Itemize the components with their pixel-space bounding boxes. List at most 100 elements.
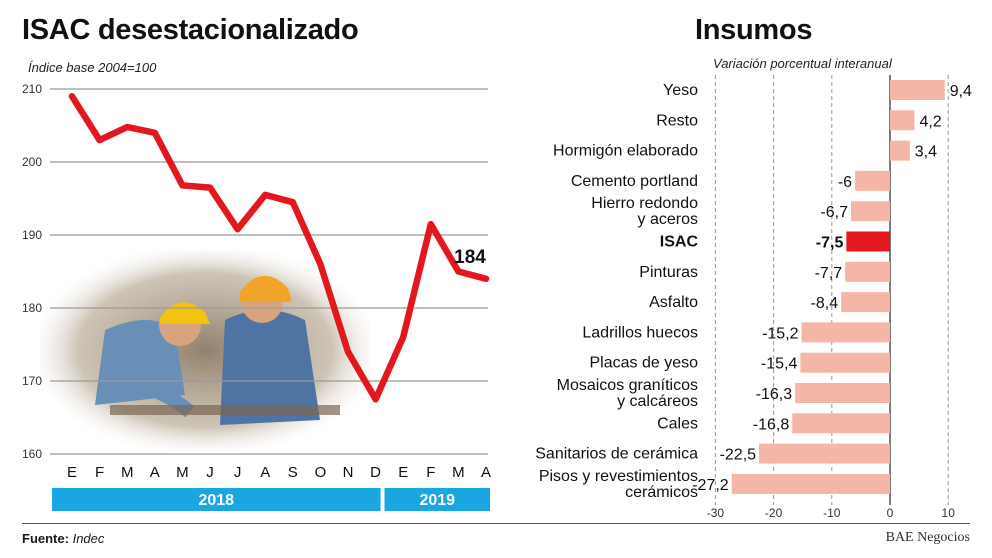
value-label: -16,8 [753,416,790,433]
category-label: ISAC [660,234,699,251]
category-label: Mosaicos graníticos y calcáreos [557,377,698,410]
category-label-line: Hormigón elaborado [553,143,698,160]
category-label: Yeso [663,82,698,99]
left-chart-title: ISAC desestacionalizado [22,14,359,46]
bar [890,80,945,100]
credit: BAE Negocios [885,530,970,545]
construction-workers-photo [40,250,370,450]
right-chart-subtitle: Variación porcentual interanual [713,56,892,71]
value-label: -7,7 [815,265,843,282]
category-label-line: Pisos y revestimientos [539,468,698,485]
y-tick-label: 210 [22,82,42,96]
x-tick-label: J [206,464,214,481]
year-band-label: 2019 [419,492,455,509]
bar [855,170,890,191]
bar [845,261,890,282]
category-label: Hormigón elaborado [553,143,698,160]
category-label-line: Placas de yeso [589,355,698,372]
value-label: -15,2 [762,325,799,342]
worker-right-icon [220,275,320,425]
value-label: -27,2 [692,477,729,494]
bar [795,383,890,403]
source-label: Fuente: [22,531,69,546]
y-tick-label: 170 [22,374,42,388]
category-label-line: y calcáreos [617,393,698,410]
bar [801,322,890,343]
x-tick-label: 10 [942,506,956,520]
category-label: Pisos y revestimientos cerámicos [539,468,698,501]
x-tick-label: F [95,464,104,481]
value-label: 4,2 [919,113,941,130]
x-tick-label: A [150,464,160,481]
category-label: Cales [657,415,698,432]
x-tick-label: -10 [823,506,841,520]
category-label: Pinturas [639,264,698,281]
left-chart-subtitle: Índice base 2004=100 [28,60,157,75]
value-label: -8,4 [811,295,839,312]
bar [841,292,890,313]
x-tick-label: -30 [707,506,725,520]
category-label: Ladrillos huecos [582,324,698,341]
x-tick-label: O [315,464,327,481]
category-label: Sanitarios de cerámica [535,446,698,463]
source-note: Fuente: Indec [22,531,104,546]
y-tick-label: 200 [22,155,42,169]
category-label-line: Resto [656,112,698,129]
year-band-label: 2018 [198,492,234,509]
y-tick-label: 160 [22,447,42,461]
isac-series-line [68,93,490,403]
bar [851,201,890,222]
value-label: -6 [838,174,852,191]
category-label: Placas de yeso [589,355,698,372]
x-tick-label: -20 [765,506,783,520]
x-tick-label: E [398,464,408,481]
value-label: -16,3 [756,386,793,403]
category-label-line: cerámicos [625,484,698,501]
year-band [52,488,381,511]
x-tick-label: M [121,464,134,481]
bar [846,231,890,252]
category-label-line: Pinturas [639,264,698,281]
x-tick-label: M [176,464,189,481]
category-label: Asfalto [649,294,698,311]
x-tick-label: S [288,464,298,481]
footer-rule [22,523,970,524]
category-label-line: Cales [657,415,698,432]
isac-last-value-label: 184 [454,247,486,268]
category-label-line: Mosaicos graníticos [557,377,698,394]
year-band [384,488,490,511]
category-label: Resto [656,112,698,129]
category-label-line: Hierro redondo [591,195,698,212]
bar [890,140,910,161]
x-tick-label: M [452,464,465,481]
bar [800,352,890,373]
category-label: Hierro redondo y aceros [591,195,698,228]
category-label-line: Yeso [663,82,698,99]
category-label-line: Cemento portland [571,173,698,190]
x-tick-label: A [481,464,491,481]
bar [792,413,890,434]
x-tick-label: N [343,464,354,481]
bar [731,473,890,494]
y-tick-label: 180 [22,301,42,315]
category-label-line: Ladrillos huecos [582,324,698,341]
value-label: -22,5 [720,447,757,464]
bar [890,110,915,131]
category-label-line: ISAC [660,234,699,251]
insumos-bar-chart: Yeso Resto Hormigón elaborado Cemento portl… [535,75,972,520]
right-chart-title: Insumos [695,14,813,46]
value-label: -15,4 [761,356,798,373]
value-label: -6,7 [820,204,848,221]
category-label-line: y aceros [638,211,698,228]
value-label: -7,5 [816,235,844,252]
bar [759,443,890,464]
value-label: 3,4 [915,144,937,161]
x-tick-label: F [426,464,435,481]
category-label: Cemento portland [571,173,698,190]
value-label: 9,4 [950,83,972,100]
category-label-line: Asfalto [649,294,698,311]
x-tick-label: 0 [887,506,894,520]
x-tick-label: A [260,464,270,481]
x-tick-label: J [234,464,242,481]
